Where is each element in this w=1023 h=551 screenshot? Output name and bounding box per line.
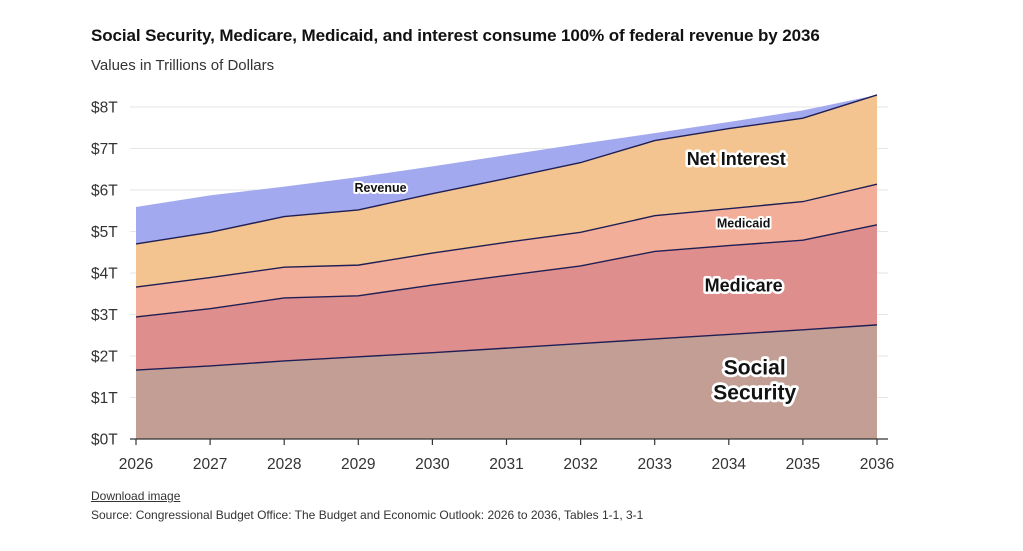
- y-tick-label: $0T: [91, 432, 118, 449]
- area-net-interest: [136, 94, 877, 288]
- line-social-security: [135, 324, 878, 371]
- x-tick-label: 2029: [341, 456, 375, 473]
- source-note: Source: Congressional Budget Office: The…: [91, 508, 644, 522]
- x-tick-label: 2034: [712, 456, 747, 473]
- boundary-lines: [135, 94, 878, 371]
- x-tick-label: 2027: [193, 456, 227, 473]
- x-tick-label: 2033: [637, 456, 671, 473]
- area-medicaid: [136, 184, 877, 317]
- x-tick-label: 2030: [415, 456, 450, 473]
- y-tick-label: $3T: [91, 307, 118, 324]
- line-medicare: [135, 224, 878, 318]
- area-label: Net Interest: [687, 149, 786, 169]
- area-revenue: [136, 94, 877, 244]
- area-medicare: [136, 224, 877, 371]
- x-tick-label: 2036: [860, 456, 894, 473]
- x-tick-label: 2032: [563, 456, 597, 473]
- x-tick-label: 2026: [119, 456, 153, 473]
- x-tick-label: 2035: [786, 456, 820, 473]
- chart-subtitle: Values in Trillions of Dollars: [91, 57, 275, 74]
- area-social-security: [136, 324, 877, 439]
- area-label: Medicare: [705, 276, 783, 296]
- y-tick-label: $6T: [91, 183, 118, 200]
- axes: $0T $1T $2T $3T $4T $5T $6T $7T $8T 2026 2027 2028 2…: [91, 100, 894, 474]
- y-tick-label: $2T: [91, 349, 118, 366]
- download-image-link[interactable]: Download image: [91, 489, 181, 503]
- chart-title: Social Security, Medicare, Medicaid, and…: [91, 26, 820, 45]
- area-label: Social: [724, 357, 786, 380]
- line-medicaid: [135, 183, 878, 288]
- y-tick-label: $8T: [91, 100, 118, 117]
- area-labels: Revenue Net Interest Medicaid Medicare Socia…: [352, 147, 799, 408]
- area-label: Security: [713, 382, 796, 405]
- area-label: Medicaid: [717, 216, 771, 230]
- area-label: Revenue: [354, 181, 406, 195]
- areas: [136, 94, 877, 439]
- x-tick-label: 2028: [267, 456, 301, 473]
- x-tick-label: 2031: [489, 456, 523, 473]
- y-tick-label: $4T: [91, 266, 118, 283]
- y-tick-label: $7T: [91, 141, 118, 158]
- y-tick-label: $1T: [91, 390, 118, 407]
- y-tick-label: $5T: [91, 224, 118, 241]
- line-net-interest: [135, 94, 878, 245]
